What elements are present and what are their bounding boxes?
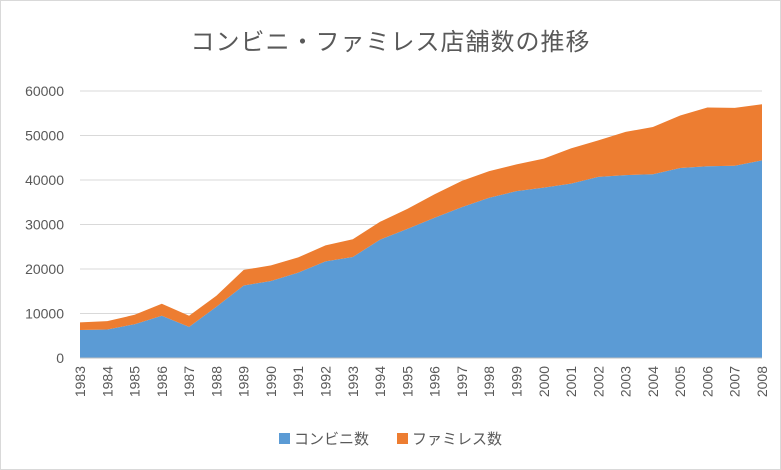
- x-tick-label: 1994: [372, 366, 388, 397]
- x-tick-label: 1995: [399, 366, 415, 397]
- x-tick-label: 1990: [263, 366, 279, 397]
- x-tick-label: 2006: [699, 366, 715, 397]
- x-tick-label: 1984: [99, 366, 115, 397]
- chart-title: コンビニ・ファミレス店舗数の推移: [190, 28, 591, 56]
- x-tick-label: 1987: [181, 366, 197, 397]
- y-axis: 0 10000 20000 30000 40000 50000 60000: [25, 83, 64, 366]
- legend-item-conveni: コンビニ数: [278, 428, 369, 449]
- y-tick-label: 50000: [25, 128, 64, 144]
- y-tick-label: 10000: [25, 306, 64, 322]
- legend-swatch-conveni: [278, 433, 290, 444]
- x-tick-label: 2007: [727, 366, 743, 397]
- legend-swatch-famires: [397, 433, 408, 444]
- plot-areas: [80, 104, 762, 358]
- x-tick-label: 2008: [754, 366, 770, 397]
- area-series-0: [80, 160, 762, 358]
- x-tick-label: 1983: [72, 366, 88, 397]
- x-tick-label: 2004: [645, 366, 661, 397]
- x-tick-label: 1988: [208, 366, 224, 397]
- y-tick-label: 20000: [25, 261, 64, 277]
- y-tick-label: 40000: [25, 172, 64, 188]
- x-axis: 1983 1984 1985 1986 1987 1988 1989 1990 1991 1992…: [72, 357, 770, 397]
- x-tick-label: 2005: [672, 366, 688, 397]
- area-series-1: [80, 104, 762, 330]
- x-tick-label: 1992: [318, 366, 334, 397]
- y-tick-label: 60000: [25, 83, 64, 99]
- x-tick-label: 1996: [427, 366, 443, 397]
- x-tick-label: 2003: [618, 366, 634, 397]
- x-tick-label: 1999: [508, 366, 524, 397]
- x-tick-label: 2002: [590, 366, 606, 397]
- legend-label-famires: ファミレス数: [412, 430, 503, 448]
- x-tick-label: 1998: [481, 366, 497, 397]
- x-tick-label: 2001: [563, 366, 579, 397]
- x-tick-label: 1997: [454, 366, 470, 397]
- y-tick-label: 0: [56, 350, 64, 366]
- legend-item-famires: ファミレス数: [397, 428, 502, 449]
- x-tick-label: 1985: [127, 366, 143, 397]
- legend: コンビニ数 ファミレス数: [0, 428, 781, 449]
- x-tick-label: 1986: [154, 366, 170, 397]
- x-tick-label: 2000: [536, 366, 552, 397]
- x-tick-label: 1989: [236, 366, 252, 397]
- legend-label-conveni: コンビニ数: [293, 430, 369, 448]
- y-tick-label: 30000: [25, 217, 64, 233]
- x-tick-label: 1991: [290, 366, 306, 397]
- x-tick-label: 1993: [345, 366, 361, 397]
